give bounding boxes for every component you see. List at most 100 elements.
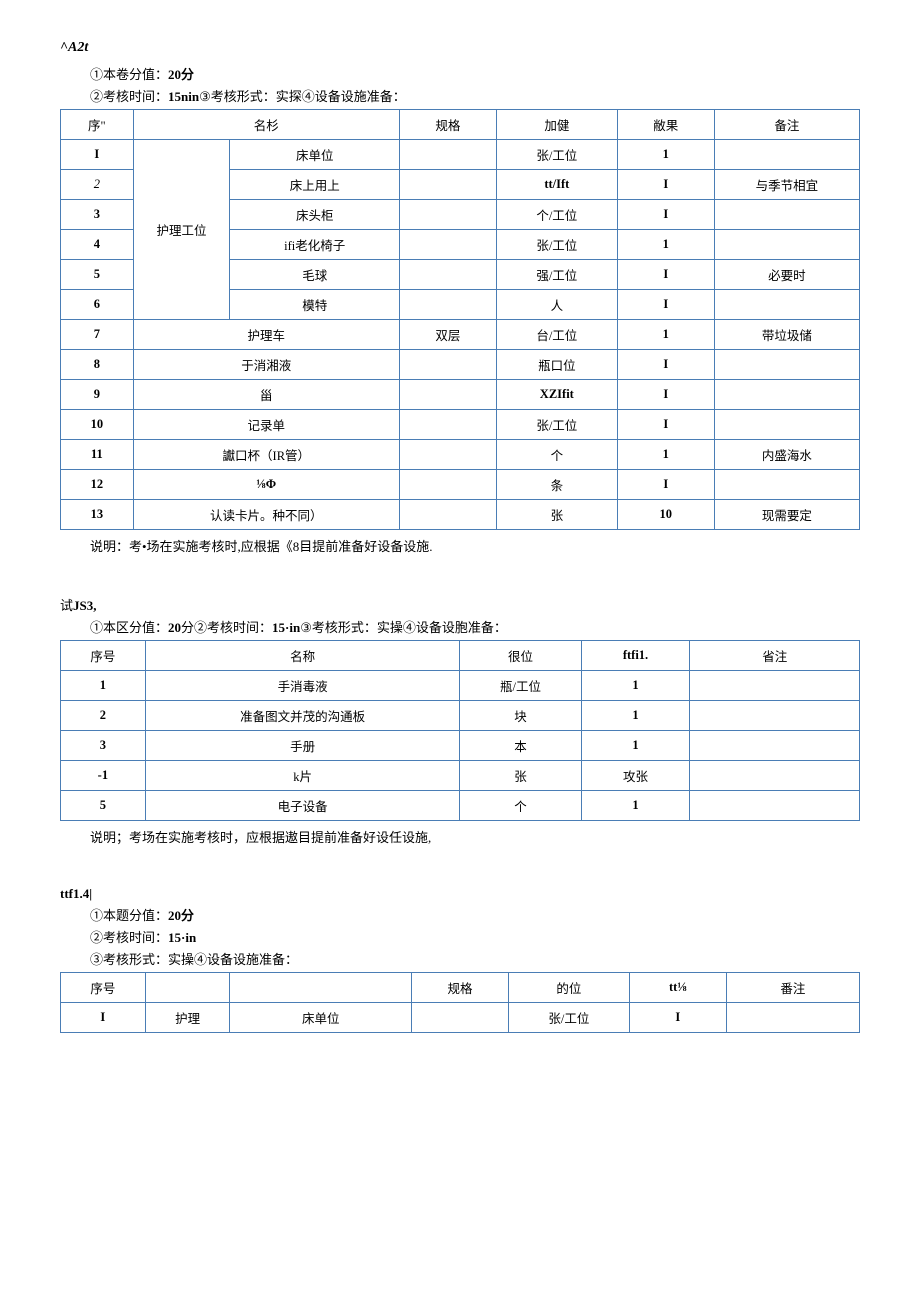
th-unit: 的位 — [508, 973, 629, 1003]
table-row: 8 于消湘液 瓶口位 I — [61, 350, 860, 380]
cell-spec — [399, 290, 496, 320]
cell-seq: 3 — [61, 200, 134, 230]
cell-unit: 瓶口位 — [496, 350, 617, 380]
intro2-prefix: ②考核时间： — [90, 930, 168, 945]
cell-spec — [412, 1003, 509, 1033]
cell-remark — [714, 290, 859, 320]
cell-remark: 与季节相宜 — [714, 170, 859, 200]
cell-qty: 1 — [581, 701, 690, 731]
cell-unit: 条 — [496, 470, 617, 500]
intro2-suffix: ③考核形式：实探④设备设施准备： — [199, 89, 406, 104]
section2-title: 试JS3, — [60, 595, 860, 614]
cell-seq: 10 — [61, 410, 134, 440]
cell-qty: I — [617, 260, 714, 290]
th-seq: 序" — [61, 110, 134, 140]
section3-intro2: ②考核时间：15·in — [60, 927, 860, 946]
cell-remark: 内盛海水 — [714, 440, 859, 470]
cell-remark — [714, 350, 859, 380]
cell-qty: I — [617, 200, 714, 230]
cell-seq: 5 — [61, 260, 134, 290]
th-unit: 很位 — [460, 641, 581, 671]
cell-name: 于消湘液 — [133, 350, 399, 380]
cell-seq: 6 — [61, 290, 134, 320]
cell-name: 手册 — [145, 731, 460, 761]
cell-name: ⅛Φ — [133, 470, 399, 500]
cell-name: 床单位 — [230, 140, 399, 170]
cell-unit: 个 — [496, 440, 617, 470]
cell-unit: 张/工位 — [496, 410, 617, 440]
intro2-prefix: ②考核时间： — [90, 89, 168, 104]
section2-intro: ①本区分值：20分②考核时间：15·in③考核形式：实操④设备设胞准备： — [60, 617, 860, 636]
section-ttf14: ttf1.4| ①本题分值：20分 ②考核时间：15·in ③考核形式：实操④设… — [60, 886, 860, 1033]
cell-unit: 张 — [496, 500, 617, 530]
intro-bold2: 15·in — [272, 620, 300, 635]
table-row: 13 认读卡片。种不同） 张 10 现需要定 — [61, 500, 860, 530]
table-row: 11 讞口杯（IR管） 个 1 内盛海水 — [61, 440, 860, 470]
cell-unit: 台/工位 — [496, 320, 617, 350]
cell-remark: 必要时 — [714, 260, 859, 290]
cell-seq: 2 — [61, 170, 134, 200]
cell-remark — [714, 200, 859, 230]
intro-mid: 分②考核时间： — [181, 620, 272, 635]
table-row: 5 电子设备 个 1 — [61, 791, 860, 821]
table-header-row: 序号 规格 的位 tt⅛ 番注 — [61, 973, 860, 1003]
th-qty: 敝果 — [617, 110, 714, 140]
cell-spec — [399, 380, 496, 410]
section1-intro2: ②考核时间：15nin③考核形式：实探④设备设施准备： — [60, 86, 860, 105]
th-remark: 番注 — [726, 973, 859, 1003]
cell-group: 护理工位 — [133, 140, 230, 320]
cell-spec — [399, 440, 496, 470]
title-prefix: 试 — [60, 598, 73, 613]
cell-name: 认读卡片。种不同） — [133, 500, 399, 530]
cell-qty: 1 — [581, 671, 690, 701]
th-seq: 序号 — [61, 641, 146, 671]
cell-remark — [690, 791, 860, 821]
cell-unit: 张/工位 — [496, 140, 617, 170]
cell-remark — [714, 380, 859, 410]
table-row: 9 甾 XZIfit I — [61, 380, 860, 410]
th-qty: tt⅛ — [629, 973, 726, 1003]
cell-qty: 攻张 — [581, 761, 690, 791]
th-unit: 加健 — [496, 110, 617, 140]
th-empty2 — [230, 973, 412, 1003]
table-row: I 护理 床单位 张/工位 I — [61, 1003, 860, 1033]
cell-remark — [726, 1003, 859, 1033]
cell-name: 甾 — [133, 380, 399, 410]
cell-qty: I — [617, 290, 714, 320]
intro2-bold: 15·in — [168, 930, 196, 945]
section1-intro1: ①本卷分值：20分 — [60, 64, 860, 83]
table-row: 12 ⅛Φ 条 I — [61, 470, 860, 500]
cell-qty: 10 — [617, 500, 714, 530]
table-section1: 序" 名杉 规格 加健 敝果 备注 I 护理工位 床单位 张/工位 1 2 床上… — [60, 109, 860, 530]
table-header-row: 序" 名杉 规格 加健 敝果 备注 — [61, 110, 860, 140]
cell-spec — [399, 260, 496, 290]
cell-spec — [399, 350, 496, 380]
th-name: 名称 — [145, 641, 460, 671]
cell-seq: 2 — [61, 701, 146, 731]
section-a2t: ^A2t ①本卷分值：20分 ②考核时间：15nin③考核形式：实探④设备设施准… — [60, 40, 860, 555]
cell-unit: 块 — [460, 701, 581, 731]
cell-name: 记录单 — [133, 410, 399, 440]
table-section2: 序号 名称 很位 ftfi1. 省注 1 手消毒液 瓶/工位 1 2 准备图文并… — [60, 640, 860, 821]
cell-remark — [690, 671, 860, 701]
cell-name: 床头柜 — [230, 200, 399, 230]
cell-spec — [399, 170, 496, 200]
cell-name: 模特 — [230, 290, 399, 320]
title-bold: JS3, — [73, 598, 96, 613]
intro-bold1: 20 — [168, 620, 181, 635]
cell-name: 讞口杯（IR管） — [133, 440, 399, 470]
cell-spec — [399, 200, 496, 230]
th-spec: 规格 — [412, 973, 509, 1003]
table-row: 1 手消毒液 瓶/工位 1 — [61, 671, 860, 701]
cell-seq: 11 — [61, 440, 134, 470]
cell-seq: -1 — [61, 761, 146, 791]
intro1-bold: 20分 — [168, 67, 194, 82]
table-row: I 护理工位 床单位 张/工位 1 — [61, 140, 860, 170]
cell-name: 床上用上 — [230, 170, 399, 200]
table-row: 3 手册 本 1 — [61, 731, 860, 761]
cell-qty: 1 — [617, 230, 714, 260]
cell-seq: 1 — [61, 671, 146, 701]
cell-qty: 1 — [617, 320, 714, 350]
cell-remark — [714, 230, 859, 260]
cell-name: ifi老化椅子 — [230, 230, 399, 260]
